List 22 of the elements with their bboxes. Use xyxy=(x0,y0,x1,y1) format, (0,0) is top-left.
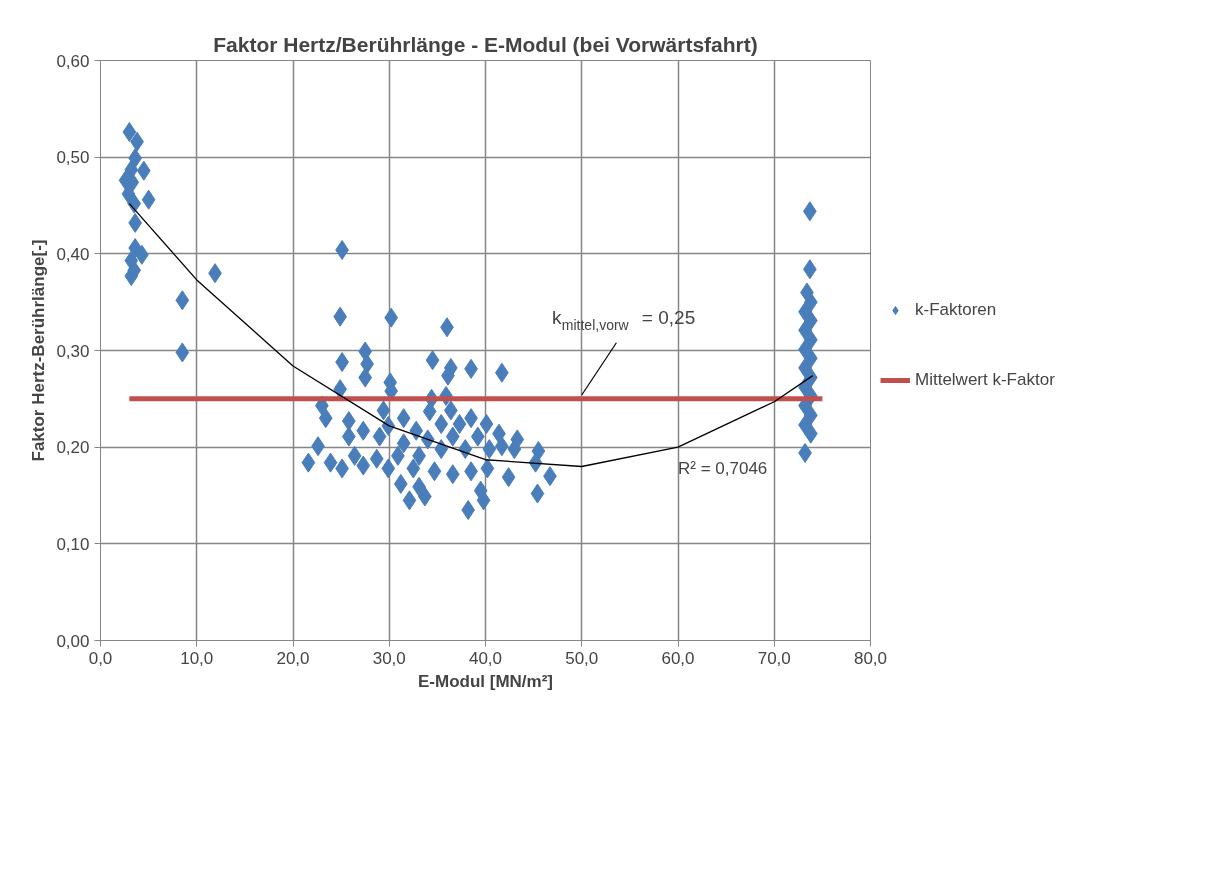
y-axis-title: Faktor Hertz-Berührlänge[-] xyxy=(29,239,49,462)
y-tick-label: 0,00 xyxy=(56,631,90,651)
x-tick-label: 10,0 xyxy=(180,648,214,668)
x-tick-label: 20,0 xyxy=(276,648,310,668)
x-tick-label: 70,0 xyxy=(757,648,791,668)
y-tick-label: 0,50 xyxy=(56,148,90,168)
x-tick-label: 0,0 xyxy=(88,648,113,668)
x-tick-label: 40,0 xyxy=(468,648,503,668)
y-tick-label: 0,40 xyxy=(56,244,90,264)
y-tick-label: 0,10 xyxy=(56,534,90,554)
annotation: R² = 0,7046 xyxy=(678,459,768,479)
x-tick-label: 30,0 xyxy=(372,648,406,668)
y-tick-label: 0,20 xyxy=(56,438,90,458)
y-tick-label: 0,60 xyxy=(56,51,90,71)
x-axis-title: E-Modul [MN/m²] xyxy=(417,671,554,691)
x-tick-label: 80,0 xyxy=(853,648,888,668)
x-tick-label: 60,0 xyxy=(661,648,695,668)
x-tick-label: 50,0 xyxy=(565,648,599,668)
legend-label: k-Faktoren xyxy=(915,300,997,320)
y-tick-label: 0,30 xyxy=(56,341,90,361)
chart-title: Faktor Hertz/Berührlänge - E-Modul (bei Vorwärtsfahrt) xyxy=(213,32,758,56)
legend-label: Mittelwert k-Faktor xyxy=(915,370,1055,390)
